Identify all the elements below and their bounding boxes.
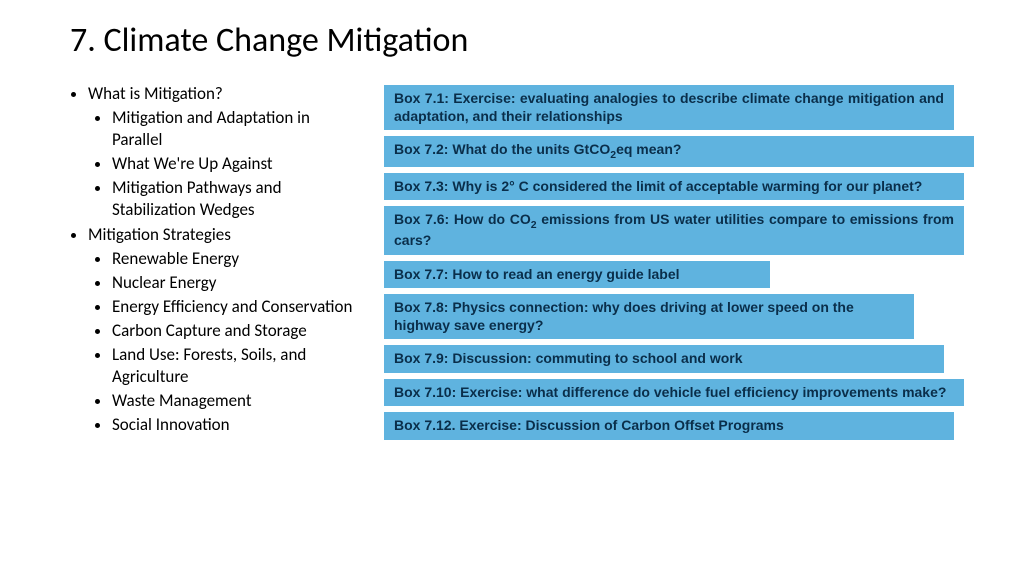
- slide: 7. Climate Change Mitigation What is Mit…: [0, 0, 1024, 576]
- info-box: Box 7.12. Exercise: Discussion of Carbon…: [384, 412, 954, 440]
- outline-sublist: Mitigation and Adaptation in Parallel Wh…: [88, 107, 364, 221]
- boxes-column: Box 7.1: Exercise: evaluating analogies …: [384, 83, 974, 440]
- outline-subitem: Social Innovation: [112, 414, 364, 436]
- info-box: Box 7.6: How do CO2 emissions from US wa…: [384, 206, 964, 254]
- info-box: Box 7.3: Why is 2° C considered the limi…: [384, 173, 964, 201]
- outline-list: What is Mitigation? Mitigation and Adapt…: [70, 83, 364, 436]
- outline-subitem: Energy Efficiency and Conservation: [112, 296, 364, 318]
- info-box: Box 7.2: What do the units GtCO2eq mean?: [384, 136, 974, 167]
- outline-sublist: Renewable Energy Nuclear Energy Energy E…: [88, 248, 364, 437]
- content-row: What is Mitigation? Mitigation and Adapt…: [70, 83, 974, 440]
- outline-subitem: Land Use: Forests, Soils, and Agricultur…: [112, 344, 364, 388]
- slide-title: 7. Climate Change Mitigation: [70, 20, 974, 61]
- info-box: Box 7.10: Exercise: what difference do v…: [384, 379, 964, 407]
- outline-subitem: Nuclear Energy: [112, 272, 364, 294]
- outline-text: What is Mitigation?: [88, 83, 223, 104]
- outline-subitem: Renewable Energy: [112, 248, 364, 270]
- outline-subitem: Mitigation Pathways and Stabilization We…: [112, 177, 364, 221]
- outline-subitem: Mitigation and Adaptation in Parallel: [112, 107, 364, 151]
- outline-subitem: Carbon Capture and Storage: [112, 320, 364, 342]
- outline-subitem: Waste Management: [112, 390, 364, 412]
- outline-text: Mitigation Strategies: [88, 224, 231, 245]
- box-text: eq mean?: [616, 141, 681, 157]
- outline-subitem: What We're Up Against: [112, 153, 364, 175]
- outline-column: What is Mitigation? Mitigation and Adapt…: [70, 83, 364, 440]
- info-box: Box 7.9: Discussion: commuting to school…: [384, 345, 944, 373]
- outline-item: Mitigation Strategies Renewable Energy N…: [88, 224, 364, 437]
- box-text: Box 7.6: How do CO: [394, 211, 531, 227]
- info-box: Box 7.1: Exercise: evaluating analogies …: [384, 85, 954, 130]
- outline-item: What is Mitigation? Mitigation and Adapt…: [88, 83, 364, 222]
- box-text: Box 7.2: What do the units GtCO: [394, 141, 610, 157]
- info-box: Box 7.7: How to read an energy guide lab…: [384, 261, 770, 289]
- info-box: Box 7.8: Physics connection: why does dr…: [384, 294, 914, 339]
